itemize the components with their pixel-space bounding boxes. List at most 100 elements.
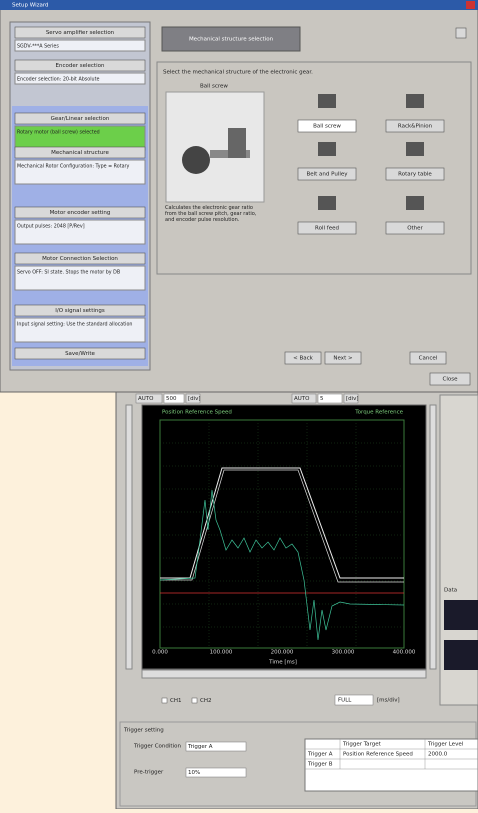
table-cell: Trigger B: [307, 762, 333, 768]
step-button[interactable]: [14, 252, 146, 265]
option-label: Belt and Pulley: [306, 172, 348, 178]
v-scrollbar[interactable]: [429, 404, 437, 670]
step-button[interactable]: [14, 26, 146, 39]
step-button-label: Motor encoder setting: [50, 210, 111, 216]
toolbar-field[interactable]: [291, 393, 317, 404]
option-button[interactable]: [385, 167, 445, 181]
toolbar-field[interactable]: [343, 393, 359, 404]
table-cell: Position Reference Speed: [343, 752, 413, 758]
window-title: Setup Wizard: [12, 3, 49, 9]
close-button[interactable]: [429, 372, 471, 386]
option-button[interactable]: [385, 221, 445, 235]
plot-frame: [141, 404, 427, 670]
range-unit: [ms/div]: [377, 698, 400, 704]
toolbar-field[interactable]: [317, 393, 343, 404]
option-button[interactable]: [297, 119, 357, 133]
table-cell: Trigger A: [307, 752, 333, 758]
x-label: 400.000: [393, 650, 416, 656]
trigger-next: 10%: [188, 770, 200, 776]
side-display: [444, 640, 478, 670]
instruction: Select the mechanical structure of the e…: [163, 70, 313, 76]
header: Mechanical structure selection: [189, 37, 274, 43]
nav-button[interactable]: [324, 351, 362, 365]
x-label: 200.000: [271, 650, 294, 656]
option-label: Other: [407, 226, 423, 232]
help-button[interactable]: [455, 27, 467, 39]
nav-button-label: Next >: [333, 356, 353, 362]
toolbar-field[interactable]: [185, 393, 201, 404]
option-icon: [406, 94, 424, 108]
x-label: 300.000: [332, 650, 355, 656]
nav-button[interactable]: [409, 351, 447, 365]
table-header: Trigger Target: [342, 742, 382, 748]
step-button-label: Motor Connection Selection: [42, 256, 118, 262]
table-cell: 2000.0: [428, 752, 448, 758]
checkbox[interactable]: [191, 697, 198, 704]
toolbar-label: 500: [166, 396, 177, 402]
toolbar-label: AUTO: [138, 396, 154, 402]
step-button[interactable]: [14, 112, 146, 125]
description-box: Calculates the electronic gear ratio fro…: [165, 205, 257, 223]
plot-area: [159, 419, 405, 649]
toolbar-field[interactable]: [163, 393, 185, 404]
option-label: Roll feed: [315, 226, 339, 232]
checkbox-label: CH1: [170, 698, 181, 704]
range-value: FULL: [338, 698, 352, 704]
step-info-box: [14, 159, 146, 185]
description: Calculates the electronic gear ratio fro…: [165, 205, 257, 223]
close-icon[interactable]: [466, 1, 475, 9]
toolbar-label: 5: [320, 396, 324, 402]
toolbar-field[interactable]: [135, 393, 163, 404]
trigger-next-field[interactable]: [185, 767, 247, 778]
x-label: 0.000: [152, 650, 168, 656]
nav-button-label: Cancel: [419, 356, 438, 362]
checkbox[interactable]: [161, 697, 168, 704]
step-info: Encoder selection: 20-bit Absolute: [17, 77, 99, 83]
toolbar-label: [div]: [188, 396, 201, 402]
grid: [160, 420, 404, 648]
option-label: Ball screw: [313, 124, 341, 130]
step-button[interactable]: [14, 347, 146, 360]
option-icon: [318, 142, 336, 156]
legend-left: Position Reference Speed: [162, 410, 232, 416]
nav-button-label: < Back: [293, 356, 314, 362]
step-button[interactable]: [14, 304, 146, 317]
nav-button[interactable]: [284, 351, 322, 365]
motor-icon: [182, 146, 210, 174]
option-icon: [406, 196, 424, 210]
side-data: Data: [444, 588, 457, 594]
step-button-label: Mechanical structure: [51, 150, 109, 156]
x-label: 100.000: [210, 650, 233, 656]
trigger-condition: Trigger A: [187, 744, 213, 750]
step-info-box: [14, 317, 146, 343]
option-label: Rack&Pinion: [398, 124, 433, 130]
step-info-box: [14, 219, 146, 245]
h-scrollbar[interactable]: [141, 669, 427, 679]
step-button[interactable]: [14, 59, 146, 72]
toolbar-label: [div]: [346, 396, 359, 402]
option-button[interactable]: [297, 167, 357, 181]
toolbar-label: AUTO: [294, 396, 310, 402]
trigger-condition-label: Trigger Condition: [133, 744, 181, 750]
option-button[interactable]: [297, 221, 357, 235]
option-icon: [406, 142, 424, 156]
table-icon: [228, 128, 246, 158]
step-button[interactable]: [14, 206, 146, 219]
step-button-label: Gear/Linear selection: [51, 116, 110, 122]
preview-label: Ball screw: [200, 84, 228, 90]
range-select[interactable]: [334, 694, 374, 706]
content-frame: [156, 61, 472, 275]
v-scrollbar-left[interactable]: [125, 404, 133, 670]
step-info: Servo OFF: SI state. Stops the motor by …: [17, 270, 120, 276]
step-button[interactable]: [14, 146, 146, 159]
option-icon: [318, 196, 336, 210]
option-label: Rotary table: [398, 172, 432, 178]
option-button[interactable]: [385, 119, 445, 133]
checkbox-label: CH2: [200, 698, 211, 704]
step-button-label: Encoder selection: [56, 63, 105, 69]
trigger-condition-field[interactable]: [185, 741, 247, 752]
trigger-table: [304, 738, 478, 792]
side-display: [444, 600, 478, 630]
